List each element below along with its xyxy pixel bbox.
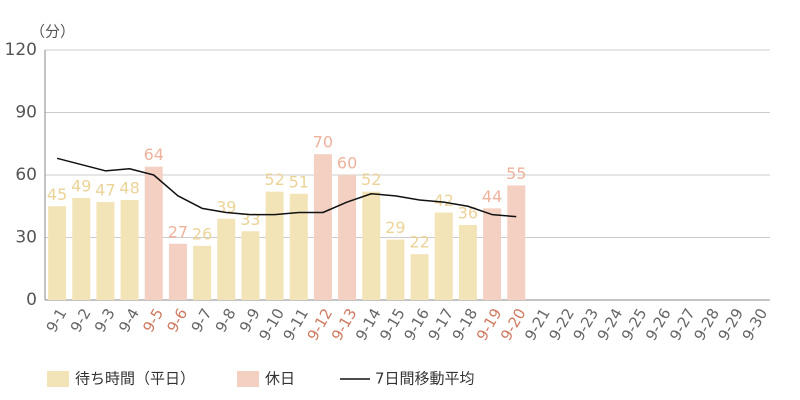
x-tick-label: 9-7 bbox=[188, 305, 216, 335]
legend-label: 休日 bbox=[265, 370, 295, 388]
bar bbox=[120, 200, 139, 300]
x-tick-label: 9-4 bbox=[115, 305, 143, 335]
x-tick-label: 9-6 bbox=[163, 305, 191, 335]
value-label: 33 bbox=[240, 210, 260, 229]
x-tick-label: 9-14 bbox=[352, 305, 385, 343]
bar bbox=[458, 225, 477, 300]
value-label: 47 bbox=[95, 181, 115, 200]
x-tick-label: 9-22 bbox=[545, 305, 578, 343]
bar bbox=[217, 218, 236, 300]
x-tick-label: 9-28 bbox=[690, 305, 723, 343]
bar bbox=[362, 191, 381, 300]
value-label: 52 bbox=[264, 170, 284, 189]
x-tick-label: 9-16 bbox=[400, 305, 433, 343]
x-tick-label: 9-12 bbox=[304, 305, 337, 343]
y-tick-label: 90 bbox=[15, 103, 37, 123]
value-label: 52 bbox=[361, 170, 381, 189]
bar bbox=[289, 193, 308, 300]
bar bbox=[144, 166, 163, 300]
line bbox=[56, 157, 517, 218]
bar bbox=[241, 231, 260, 300]
x-tick-label: 9-19 bbox=[473, 305, 506, 343]
value-label: 64 bbox=[144, 145, 164, 164]
bar bbox=[483, 208, 502, 300]
x-tick-label: 9-29 bbox=[714, 305, 747, 343]
x-tick-label: 9-3 bbox=[91, 305, 119, 335]
y-unit: （分） bbox=[30, 23, 75, 41]
value-label: 44 bbox=[482, 187, 502, 206]
value-label: 60 bbox=[337, 154, 357, 173]
x-tick-label: 9-2 bbox=[67, 305, 95, 335]
x-tick-label: 9-17 bbox=[424, 305, 457, 343]
value-label: 27 bbox=[168, 222, 188, 241]
x-tick-label: 9-10 bbox=[255, 305, 288, 343]
value-label: 70 bbox=[313, 133, 333, 152]
x-tick-label: 9-30 bbox=[739, 305, 772, 343]
x-tick-label: 9-21 bbox=[521, 305, 554, 343]
value-label: 45 bbox=[47, 185, 67, 204]
value-label: 29 bbox=[385, 218, 405, 237]
value-label: 55 bbox=[506, 164, 526, 183]
x-tick-label: 9-11 bbox=[279, 305, 312, 343]
x-tick-label: 9-15 bbox=[376, 305, 409, 343]
bar bbox=[410, 254, 429, 300]
x-tick-label: 9-1 bbox=[43, 305, 71, 335]
x-tick-label: 9-26 bbox=[642, 305, 675, 343]
x-tick-label: 9-8 bbox=[212, 305, 240, 335]
y-tick-label: 60 bbox=[15, 165, 37, 185]
x-tick-label: 9-23 bbox=[569, 305, 602, 343]
value-label: 22 bbox=[409, 233, 429, 252]
bar bbox=[168, 243, 187, 300]
value-label: 48 bbox=[119, 179, 139, 198]
bar bbox=[507, 185, 526, 300]
value-label: 26 bbox=[192, 224, 212, 243]
legend-swatch bbox=[237, 371, 259, 387]
legend-label: 7日間移動平均 bbox=[375, 370, 475, 388]
legend-label: 待ち時間（平日） bbox=[75, 370, 195, 388]
value-label: 51 bbox=[289, 172, 309, 191]
y-tick-label: 0 bbox=[26, 290, 37, 310]
x-tick-label: 9-20 bbox=[497, 305, 530, 343]
value-label: 42 bbox=[434, 191, 454, 210]
bar bbox=[386, 239, 405, 300]
bar bbox=[265, 191, 284, 300]
x-tick-label: 9-13 bbox=[328, 305, 361, 343]
y-tick-label: 30 bbox=[15, 228, 37, 248]
bar bbox=[48, 206, 67, 300]
legend-swatch bbox=[47, 371, 69, 387]
bar bbox=[434, 212, 453, 300]
x-tick-label: 9-5 bbox=[139, 305, 167, 335]
y-tick-label: 120 bbox=[5, 40, 37, 60]
bar bbox=[193, 245, 212, 300]
x-tick-label: 9-27 bbox=[666, 305, 699, 343]
bar bbox=[72, 197, 91, 300]
x-tick-label: 9-25 bbox=[618, 305, 651, 343]
bar bbox=[313, 154, 332, 300]
x-tick-label: 9-18 bbox=[449, 305, 482, 343]
value-label: 49 bbox=[71, 176, 91, 195]
x-tick-label: 9-24 bbox=[594, 305, 627, 343]
bar bbox=[338, 175, 357, 300]
bar bbox=[96, 202, 115, 300]
